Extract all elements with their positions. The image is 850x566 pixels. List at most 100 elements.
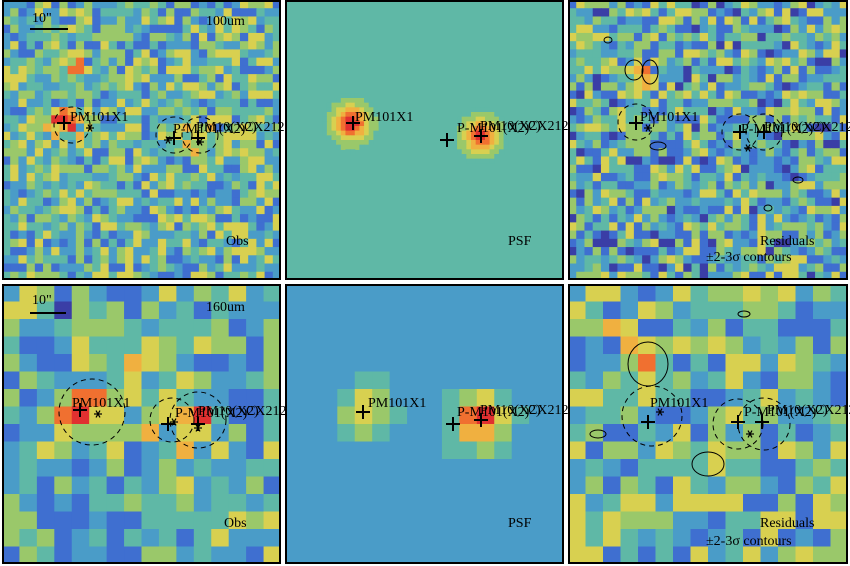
map-pixel: [790, 156, 800, 166]
map-pixel: [89, 546, 108, 564]
map-pixel: [757, 263, 767, 273]
map-pixel: [806, 49, 816, 59]
map-pixel: [100, 140, 110, 149]
map-pixel: [174, 49, 184, 59]
map-pixel: [51, 115, 61, 125]
map-pixel: [475, 107, 481, 113]
map-pixel: [125, 230, 134, 240]
map-pixel: [215, 16, 225, 26]
map-pixel: [354, 112, 360, 118]
map-pixel: [166, 41, 175, 51]
map-pixel: [708, 476, 727, 495]
map-pixel: [89, 424, 108, 443]
map-pixel: [683, 263, 693, 273]
map-pixel: [459, 546, 478, 564]
map-pixel: [368, 126, 374, 132]
map-pixel: [364, 126, 370, 132]
map-pixel: [198, 131, 208, 141]
map-pixel: [642, 98, 651, 108]
map-pixel: [2, 74, 11, 83]
map-pixel: [498, 149, 505, 155]
map-pixel: [724, 214, 734, 223]
map-pixel: [806, 123, 816, 133]
map-pixel: [116, 189, 126, 199]
map-pixel: [830, 301, 848, 320]
map-pixel: [666, 156, 676, 166]
map-pixel: [585, 354, 604, 373]
map-pixel: [198, 98, 208, 108]
map-pixel: [198, 123, 208, 133]
map-pixel: [609, 222, 619, 232]
map-pixel: [248, 197, 257, 207]
map-pixel: [84, 131, 93, 141]
map-pixel: [182, 0, 192, 9]
map-pixel: [92, 205, 102, 215]
map-pixel: [568, 41, 577, 51]
map-pixel: [54, 301, 73, 320]
map-pixel: [568, 459, 587, 478]
map-pixel: [207, 90, 216, 100]
map-pixel: [592, 0, 602, 9]
map-pixel: [476, 546, 495, 564]
map-pixel: [790, 222, 800, 232]
map-pixel: [141, 156, 151, 166]
map-pixel: [319, 319, 338, 338]
map-pixel: [498, 135, 505, 141]
map-pixel: [760, 371, 779, 390]
source-label: PM10(X2): [764, 120, 825, 135]
map-pixel: [760, 284, 779, 303]
source-cross-marker: [191, 131, 205, 145]
map-pixel: [576, 82, 586, 92]
map-pixel: [34, 123, 44, 133]
map-pixel: [778, 546, 797, 564]
map-pixel: [489, 121, 495, 127]
map-pixel: [459, 284, 478, 303]
residual-contour: [627, 341, 669, 387]
map-pixel: [839, 82, 848, 92]
map-pixel: [773, 8, 783, 18]
map-pixel: [576, 172, 586, 182]
map-pixel: [190, 140, 200, 149]
map-pixel: [823, 172, 833, 182]
map-pixel: [51, 205, 61, 215]
map-pixel: [246, 529, 265, 548]
map-pixel: [264, 214, 274, 223]
map-pixel: [584, 65, 594, 75]
map-pixel: [638, 301, 657, 320]
map-pixel: [18, 255, 28, 265]
map-pixel: [336, 130, 342, 136]
map-pixel: [2, 354, 21, 373]
map-pixel: [823, 41, 833, 51]
map-pixel: [471, 126, 477, 132]
map-pixel: [511, 494, 530, 513]
map-pixel: [546, 354, 564, 373]
map-pixel: [10, 140, 20, 149]
map-pixel: [264, 222, 274, 232]
map-pixel: [625, 90, 635, 100]
map-pixel: [215, 181, 225, 191]
map-pixel: [207, 24, 216, 34]
map-pixel: [489, 116, 495, 122]
map-pixel: [182, 140, 192, 149]
map-pixel: [782, 238, 791, 248]
map-pixel: [207, 57, 216, 67]
map-pixel: [658, 107, 668, 116]
map-pixel: [34, 255, 44, 265]
map-pixel: [141, 354, 160, 373]
map-pixel: [182, 74, 192, 83]
map-pixel: [798, 214, 808, 223]
map-pixel: [92, 164, 102, 174]
map-pixel: [749, 189, 759, 199]
map-pixel: [364, 140, 370, 146]
map-pixel: [806, 24, 816, 34]
map-pixel: [831, 255, 841, 265]
map-pixel: [795, 301, 814, 320]
map-pixel: [617, 123, 627, 133]
map-pixel: [823, 49, 833, 59]
map-pixel: [354, 102, 360, 108]
aperture-circle: [58, 378, 126, 446]
map-pixel: [141, 301, 160, 320]
map-pixel: [2, 164, 11, 174]
map-pixel: [609, 140, 619, 149]
map-pixel: [239, 140, 249, 149]
